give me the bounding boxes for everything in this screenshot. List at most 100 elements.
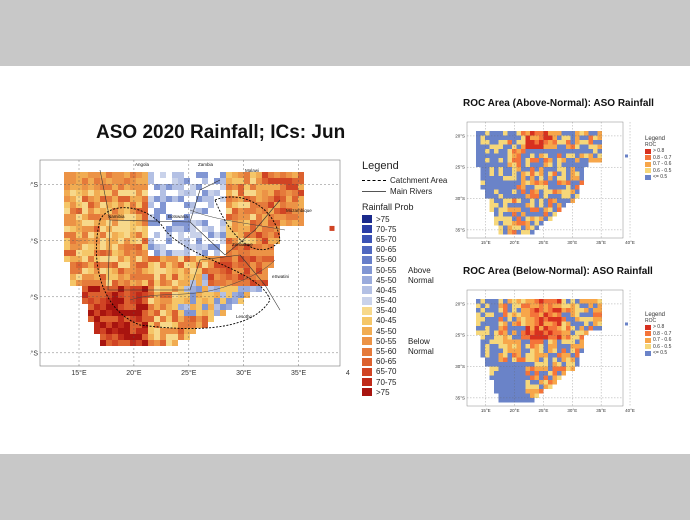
roc-cell xyxy=(552,353,557,358)
rainfall-cell xyxy=(190,244,196,250)
roc-cell xyxy=(534,303,539,308)
lon-label: 30°E xyxy=(236,369,252,377)
roc-cell xyxy=(588,144,593,149)
rainfall-cell xyxy=(136,190,142,196)
roc-legend-row: 0.6 - 0.5 xyxy=(645,168,671,175)
roc-cell xyxy=(552,344,557,349)
roc-cell xyxy=(498,171,503,176)
roc-cell xyxy=(521,380,526,385)
roc-cell xyxy=(494,203,499,208)
rainfall-cell xyxy=(124,220,130,226)
roc-cell xyxy=(534,375,539,380)
rainfall-cell xyxy=(88,214,94,220)
roc-cell xyxy=(521,321,526,326)
roc-cell xyxy=(494,389,499,394)
rainfall-cell xyxy=(298,208,304,214)
roc-cell xyxy=(503,194,508,199)
roc-cell xyxy=(512,393,517,398)
roc-cell xyxy=(489,335,494,340)
rainfall-cell xyxy=(292,184,298,190)
roc-cell xyxy=(498,167,503,172)
roc-cell xyxy=(552,158,557,163)
roc-cell xyxy=(485,308,490,313)
rainfall-cell xyxy=(214,274,220,280)
roc-cell xyxy=(557,149,562,154)
rainfall-cell xyxy=(82,196,88,202)
roc-cell xyxy=(494,140,499,145)
roc-cell xyxy=(579,335,584,340)
rainfall-cell xyxy=(94,232,100,238)
roc-cell xyxy=(539,131,544,136)
place-label: Zambia xyxy=(198,162,214,167)
roc-cell xyxy=(525,140,530,145)
rainfall-cell xyxy=(130,172,136,178)
roc-cell xyxy=(516,353,521,358)
roc-cell xyxy=(512,335,517,340)
roc-cell xyxy=(548,371,553,376)
rainfall-cell xyxy=(124,328,130,334)
rainfall-cell xyxy=(70,262,76,268)
rainfall-cell xyxy=(166,262,172,268)
roc-cell xyxy=(503,371,508,376)
roc-cell xyxy=(476,153,481,158)
roc-cell xyxy=(557,162,562,167)
rainfall-cell xyxy=(118,190,124,196)
roc-cell xyxy=(512,344,517,349)
roc-cell xyxy=(575,131,580,136)
rainfall-cell xyxy=(148,340,154,346)
roc-cell xyxy=(543,171,548,176)
roc-cell xyxy=(503,176,508,181)
rainfall-cell xyxy=(76,244,82,250)
roc-cell xyxy=(503,149,508,154)
rainfall-cell xyxy=(64,202,70,208)
roc-cell xyxy=(561,194,566,199)
roc-cell xyxy=(534,393,539,398)
roc-cell xyxy=(494,185,499,190)
rainfall-cell xyxy=(130,262,136,268)
rainfall-cell xyxy=(136,280,142,286)
rainfall-cell xyxy=(142,310,148,316)
rainfall-cell xyxy=(256,280,262,286)
rainfall-cell xyxy=(232,226,238,232)
roc-cell xyxy=(552,335,557,340)
roc-cell xyxy=(507,375,512,380)
rainfall-cell xyxy=(82,238,88,244)
roc-cell xyxy=(557,303,562,308)
rainfall-cell xyxy=(250,250,256,256)
roc-cell xyxy=(597,158,602,163)
rainfall-cell xyxy=(256,232,262,238)
roc-cell xyxy=(543,207,548,212)
roc-cell xyxy=(507,221,512,226)
roc-cell xyxy=(530,380,535,385)
main-map-title: ASO 2020 Rainfall; ICs: Jun xyxy=(96,122,346,143)
roc-cell xyxy=(503,203,508,208)
place-label: Botswana xyxy=(168,214,188,219)
roc-cell xyxy=(579,153,584,158)
rainfall-cell xyxy=(136,316,142,322)
roc-cell xyxy=(561,189,566,194)
rainfall-cell xyxy=(148,256,154,262)
roc-cell xyxy=(543,194,548,199)
rainfall-cell xyxy=(184,202,190,208)
rainfall-cell xyxy=(136,256,142,262)
roc-cell xyxy=(530,375,535,380)
rainfall-cell xyxy=(160,280,166,286)
roc-cell xyxy=(489,312,494,317)
roc-cell xyxy=(489,308,494,313)
roc-cell xyxy=(516,312,521,317)
rainfall-cell xyxy=(274,202,280,208)
roc-cell xyxy=(507,389,512,394)
roc-cell xyxy=(548,384,553,389)
roc-cell xyxy=(512,371,517,376)
roc-cell xyxy=(485,357,490,362)
rainfall-cell xyxy=(94,304,100,310)
legend-class-row: 35-40 xyxy=(362,306,447,316)
rainfall-cell xyxy=(292,196,298,202)
roc-cell xyxy=(503,212,508,217)
roc-cell xyxy=(516,321,521,326)
rainfall-cell xyxy=(244,286,250,292)
roc-cell xyxy=(521,230,526,235)
roc-cell xyxy=(539,312,544,317)
roc-cell xyxy=(625,154,628,158)
rainfall-cell xyxy=(208,274,214,280)
